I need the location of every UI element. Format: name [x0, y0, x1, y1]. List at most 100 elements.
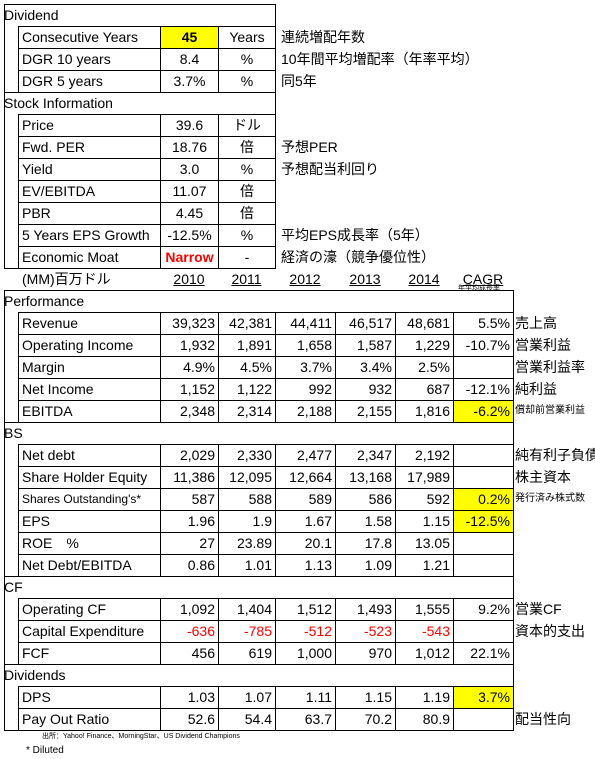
row-label: Pay Out Ratio: [18, 708, 161, 731]
footnote: 出所：Yahoo! Finance、MorningStar、US Dividen…: [42, 733, 240, 740]
row-cagr: 3.7%: [453, 686, 514, 709]
row-note: 純利益: [515, 381, 557, 397]
column-header: 2011: [231, 271, 262, 287]
row-value: 4.5%: [218, 356, 276, 379]
row-cagr-empty: [453, 708, 514, 731]
row-unit: 倍: [218, 136, 276, 159]
row-label: Economic Moat: [18, 246, 161, 269]
row-value: 2,330: [218, 444, 276, 467]
row-cagr: -12.5%: [453, 510, 514, 533]
row-value: 1,587: [335, 334, 396, 357]
cagr-note: 年平均成長率: [458, 285, 500, 292]
row-value: 1.67: [275, 510, 336, 533]
row-value: -512: [275, 620, 336, 643]
row-value: 2,314: [218, 400, 276, 423]
row-value: 1.15: [335, 686, 396, 709]
row-note: 配当性向: [515, 711, 571, 727]
row-value: 1,493: [335, 598, 396, 621]
row-value: 1,092: [160, 598, 219, 621]
row-label: Operating Income: [18, 334, 161, 357]
row-value: 2,348: [160, 400, 219, 423]
row-value: 13.05: [395, 532, 454, 555]
row-value: 970: [335, 642, 396, 665]
row-label: Capital Expenditure: [18, 620, 161, 643]
row-note: 資本的支出: [515, 623, 585, 639]
section-title: Dividend: [4, 7, 59, 23]
column-header: 2014: [408, 271, 440, 287]
row-value: 1.21: [395, 554, 454, 577]
row-note: 売上高: [515, 315, 557, 331]
row-label: Yield: [18, 158, 161, 181]
row-label: Margin: [18, 356, 161, 379]
row-label: DGR 10 years: [18, 48, 161, 71]
row-cagr: -6.2%: [453, 400, 514, 423]
row-label: PBR: [18, 202, 161, 225]
row-cagr-empty: [453, 466, 514, 489]
row-value: 70.2: [335, 708, 396, 731]
row-value: 1,658: [275, 334, 336, 357]
row-label: Share Holder Equity: [18, 466, 161, 489]
row-unit: %: [218, 158, 276, 181]
row-value: 687: [395, 378, 454, 401]
row-unit: %: [218, 48, 276, 71]
row-label: Shares Outstanding's*: [18, 488, 161, 511]
row-note: 営業CF: [515, 601, 562, 617]
row-value: 1.19: [395, 686, 454, 709]
row-value: 1,152: [160, 378, 219, 401]
row-value: 48,681: [395, 312, 454, 335]
row-note: 経済の濠（競争優位性）: [281, 249, 435, 265]
section-title: Performance: [4, 293, 85, 309]
row-value: 586: [335, 488, 396, 511]
row-value: 46,517: [335, 312, 396, 335]
row-value: 1.07: [218, 686, 276, 709]
row-value: 23.89: [218, 532, 276, 555]
row-value: 1.58: [335, 510, 396, 533]
row-value: 1,012: [395, 642, 454, 665]
row-value: 39.6: [160, 114, 219, 137]
row-label: Operating CF: [18, 598, 161, 621]
row-label: Net Income: [18, 378, 161, 401]
row-value: 1.9: [218, 510, 276, 533]
row-label: Price: [18, 114, 161, 137]
row-value: 80.9: [395, 708, 454, 731]
row-value: 12,095: [218, 466, 276, 489]
row-value: 1,891: [218, 334, 276, 357]
row-label: EPS: [18, 510, 161, 533]
row-value: 456: [160, 642, 219, 665]
row-note: 連続増配年数: [281, 29, 365, 45]
row-value: 1.13: [275, 554, 336, 577]
row-value: 18.76: [160, 136, 219, 159]
section-title: Dividends: [4, 667, 66, 683]
column-header: CAGR: [462, 271, 504, 287]
row-note: 株主資本: [515, 469, 571, 485]
row-value: 0.86: [160, 554, 219, 577]
row-value: 54.4: [218, 708, 276, 731]
row-value: 39,323: [160, 312, 219, 335]
row-value: 63.7: [275, 708, 336, 731]
row-value: 1.11: [275, 686, 336, 709]
row-value: 2,188: [275, 400, 336, 423]
row-cagr-empty: [453, 356, 514, 379]
column-header: 2010: [173, 271, 205, 287]
row-value: Narrow: [160, 246, 219, 269]
row-unit: %: [218, 70, 276, 93]
row-value: 932: [335, 378, 396, 401]
row-label: Net debt: [18, 444, 161, 467]
row-value: 1.03: [160, 686, 219, 709]
row-value: 1,555: [395, 598, 454, 621]
row-cagr: 9.2%: [453, 598, 514, 621]
row-value: 27: [160, 532, 219, 555]
row-value: 52.6: [160, 708, 219, 731]
row-value: 1.01: [218, 554, 276, 577]
unit-label: (MM)百万ドル: [22, 271, 111, 287]
row-value: 3.0: [160, 158, 219, 181]
row-value: -523: [335, 620, 396, 643]
row-note: 平均EPS成長率（5年）: [281, 227, 429, 243]
row-value: 3.4%: [335, 356, 396, 379]
row-value: 42,381: [218, 312, 276, 335]
row-value: 619: [218, 642, 276, 665]
row-value: 1,932: [160, 334, 219, 357]
row-value: 2.5%: [395, 356, 454, 379]
row-cagr: 22.1%: [453, 642, 514, 665]
row-value: 1.15: [395, 510, 454, 533]
